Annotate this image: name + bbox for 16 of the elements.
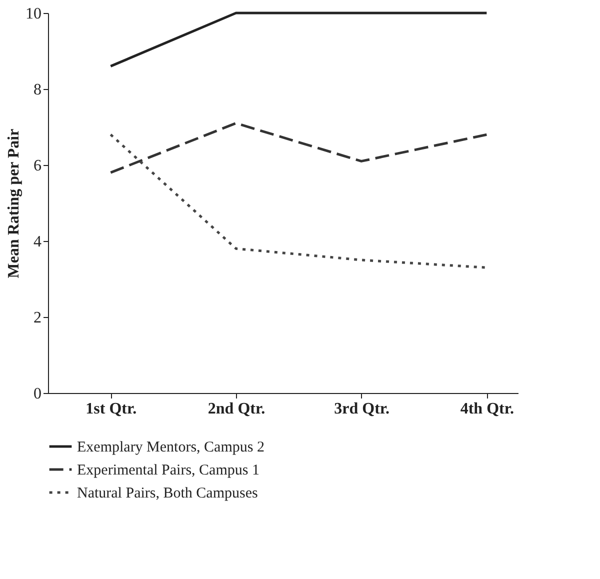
x-tick-label: 3rd Qtr. [334,400,390,418]
line-series [109,122,488,174]
legend-label: Natural Pairs, Both Campuses [77,486,258,502]
y-tick-label: 0 [34,386,42,402]
y-tick-label: 4 [34,234,42,250]
x-tick-label: 1st Qtr. [86,400,137,418]
y-tick-label: 2 [34,310,42,326]
y-axis-title: Mean Rating per Pair [6,128,22,278]
y-tick-label: 8 [34,82,42,98]
y-tick-label: 6 [34,158,42,174]
legend-label: Experimental Pairs, Campus 1 [77,462,260,478]
legend-label: Exemplary Mentors, Campus 2 [77,440,264,456]
y-tick-label: 10 [26,6,42,22]
x-tick-label: 2nd Qtr. [208,400,266,418]
line-series [109,133,488,269]
x-tick-label: 4th Qtr. [460,400,514,418]
